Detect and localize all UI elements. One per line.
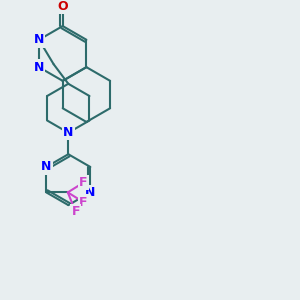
Text: F: F [71, 206, 80, 218]
Text: N: N [34, 33, 44, 46]
Text: N: N [63, 126, 74, 139]
Text: F: F [79, 196, 88, 209]
Text: O: O [57, 0, 68, 13]
Text: F: F [79, 176, 88, 189]
Text: N: N [41, 160, 52, 173]
Text: N: N [34, 61, 44, 74]
Text: N: N [85, 186, 95, 199]
